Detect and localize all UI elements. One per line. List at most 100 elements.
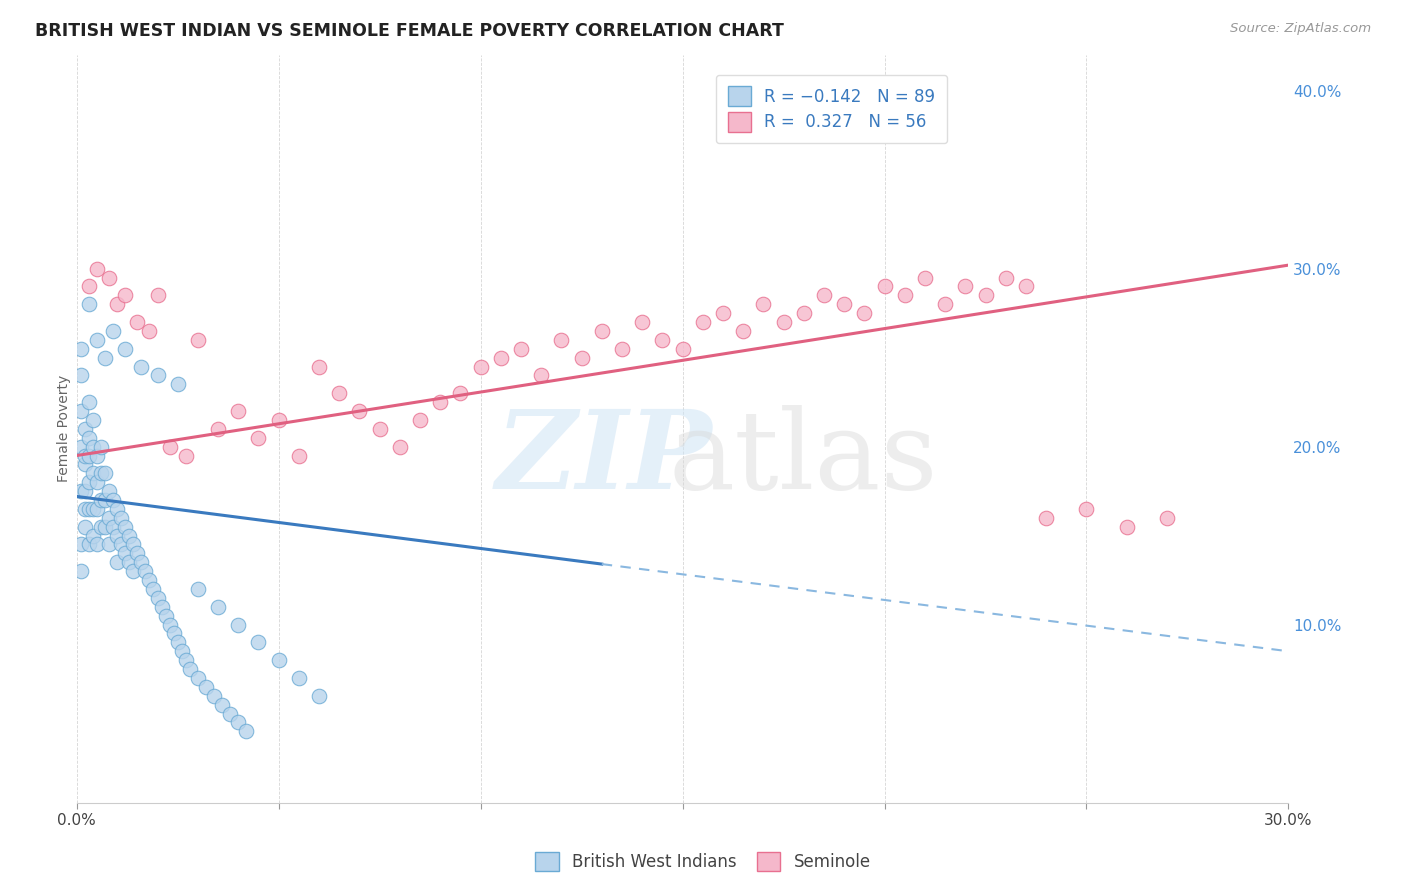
Point [550, 333, 572, 347]
Point [692, 315, 714, 329]
Point [267, 653, 290, 667]
Point [114, 546, 136, 560]
Legend: R = −0.142   N = 89, R =  0.327   N = 56: R = −0.142 N = 89, R = 0.327 N = 56 [716, 75, 946, 144]
Point [77, 449, 100, 463]
Point [138, 573, 160, 587]
Point [170, 644, 193, 658]
Point [388, 440, 411, 454]
Point [77, 431, 100, 445]
Text: Source: ZipAtlas.com: Source: ZipAtlas.com [1230, 22, 1371, 36]
Point [131, 555, 153, 569]
Point [733, 324, 755, 338]
Point [69, 368, 91, 383]
Point [114, 519, 136, 533]
Point [813, 288, 835, 302]
Legend: British West Indians, Seminole: British West Indians, Seminole [527, 843, 879, 880]
Text: BRITISH WEST INDIAN VS SEMINOLE FEMALE POVERTY CORRELATION CHART: BRITISH WEST INDIAN VS SEMINOLE FEMALE P… [35, 22, 785, 40]
Point [166, 635, 188, 649]
Point [94, 519, 117, 533]
Point [470, 359, 492, 374]
Point [752, 297, 775, 311]
Point [328, 386, 350, 401]
Point [853, 306, 876, 320]
Point [105, 502, 128, 516]
Point [86, 449, 108, 463]
Point [994, 270, 1017, 285]
Point [1156, 510, 1178, 524]
Point [77, 297, 100, 311]
Point [187, 582, 209, 596]
Point [308, 689, 330, 703]
Point [98, 510, 121, 524]
Point [82, 440, 104, 454]
Point [150, 599, 173, 614]
Point [873, 279, 896, 293]
Y-axis label: Female Poverty: Female Poverty [58, 376, 72, 483]
Point [179, 662, 201, 676]
Point [77, 502, 100, 516]
Point [94, 351, 117, 365]
Point [146, 368, 169, 383]
Point [86, 261, 108, 276]
Point [138, 324, 160, 338]
Point [122, 564, 145, 578]
Point [1076, 502, 1098, 516]
Point [73, 519, 96, 533]
Point [449, 386, 471, 401]
Point [101, 519, 124, 533]
Point [288, 671, 311, 685]
Point [82, 502, 104, 516]
Point [73, 422, 96, 436]
Point [155, 608, 177, 623]
Point [114, 288, 136, 302]
Text: ZIP: ZIP [495, 405, 711, 513]
Point [226, 715, 249, 730]
Point [90, 519, 112, 533]
Point [127, 315, 149, 329]
Point [77, 475, 100, 490]
Point [174, 653, 197, 667]
Point [226, 404, 249, 418]
Point [711, 306, 734, 320]
Point [110, 537, 132, 551]
Point [110, 510, 132, 524]
Point [114, 342, 136, 356]
Point [247, 431, 270, 445]
Point [1015, 279, 1038, 293]
Point [98, 484, 121, 499]
Point [235, 724, 257, 739]
Point [134, 564, 156, 578]
Point [90, 493, 112, 508]
Point [105, 528, 128, 542]
Point [793, 306, 815, 320]
Point [934, 297, 956, 311]
Point [122, 537, 145, 551]
Point [69, 484, 91, 499]
Point [288, 449, 311, 463]
Point [146, 591, 169, 605]
Point [127, 546, 149, 560]
Point [159, 617, 181, 632]
Point [131, 359, 153, 374]
Point [974, 288, 997, 302]
Point [510, 342, 533, 356]
Point [98, 270, 121, 285]
Point [82, 413, 104, 427]
Point [77, 395, 100, 409]
Point [142, 582, 165, 596]
Point [166, 377, 188, 392]
Point [349, 404, 371, 418]
Point [101, 493, 124, 508]
Point [368, 422, 391, 436]
Point [1035, 510, 1057, 524]
Point [69, 440, 91, 454]
Point [530, 368, 553, 383]
Point [893, 288, 915, 302]
Point [247, 635, 270, 649]
Point [591, 324, 613, 338]
Point [195, 680, 218, 694]
Point [146, 288, 169, 302]
Point [489, 351, 512, 365]
Point [571, 351, 593, 365]
Point [651, 333, 673, 347]
